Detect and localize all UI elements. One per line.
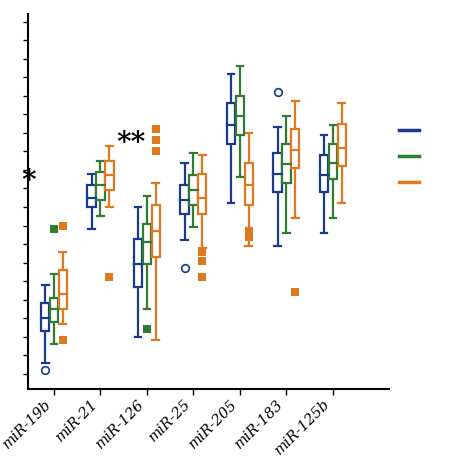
Bar: [273, 153, 282, 192]
Text: *: *: [21, 167, 36, 194]
Bar: [134, 238, 142, 287]
Bar: [337, 124, 346, 166]
Bar: [59, 270, 67, 309]
Bar: [282, 144, 291, 183]
Bar: [320, 155, 328, 192]
Bar: [236, 96, 244, 135]
Bar: [143, 224, 151, 264]
Legend: , , : , ,: [399, 124, 430, 189]
Bar: [41, 303, 49, 331]
Bar: [245, 163, 253, 205]
Bar: [198, 173, 207, 214]
Bar: [189, 175, 198, 205]
Bar: [227, 103, 235, 144]
Bar: [152, 205, 160, 257]
Bar: [50, 298, 58, 322]
Bar: [328, 144, 337, 179]
Bar: [105, 161, 113, 191]
Bar: [96, 172, 105, 200]
Bar: [181, 185, 189, 214]
Bar: [88, 185, 96, 207]
Bar: [291, 129, 300, 168]
Text: **: **: [116, 130, 146, 157]
